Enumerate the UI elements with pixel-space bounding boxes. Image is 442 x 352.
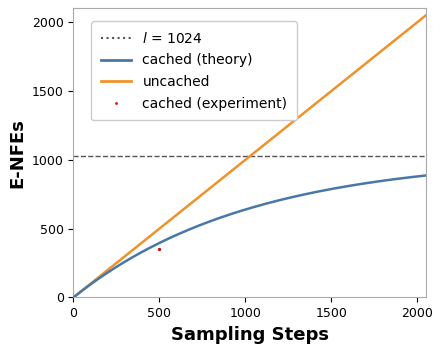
Legend: $\it{l}$ = 1024, cached (theory), uncached, cached (experiment): $\it{l}$ = 1024, cached (theory), uncach… bbox=[91, 21, 297, 120]
X-axis label: Sampling Steps: Sampling Steps bbox=[171, 326, 329, 344]
Point bbox=[156, 246, 163, 252]
Y-axis label: E-NFEs: E-NFEs bbox=[8, 118, 27, 188]
